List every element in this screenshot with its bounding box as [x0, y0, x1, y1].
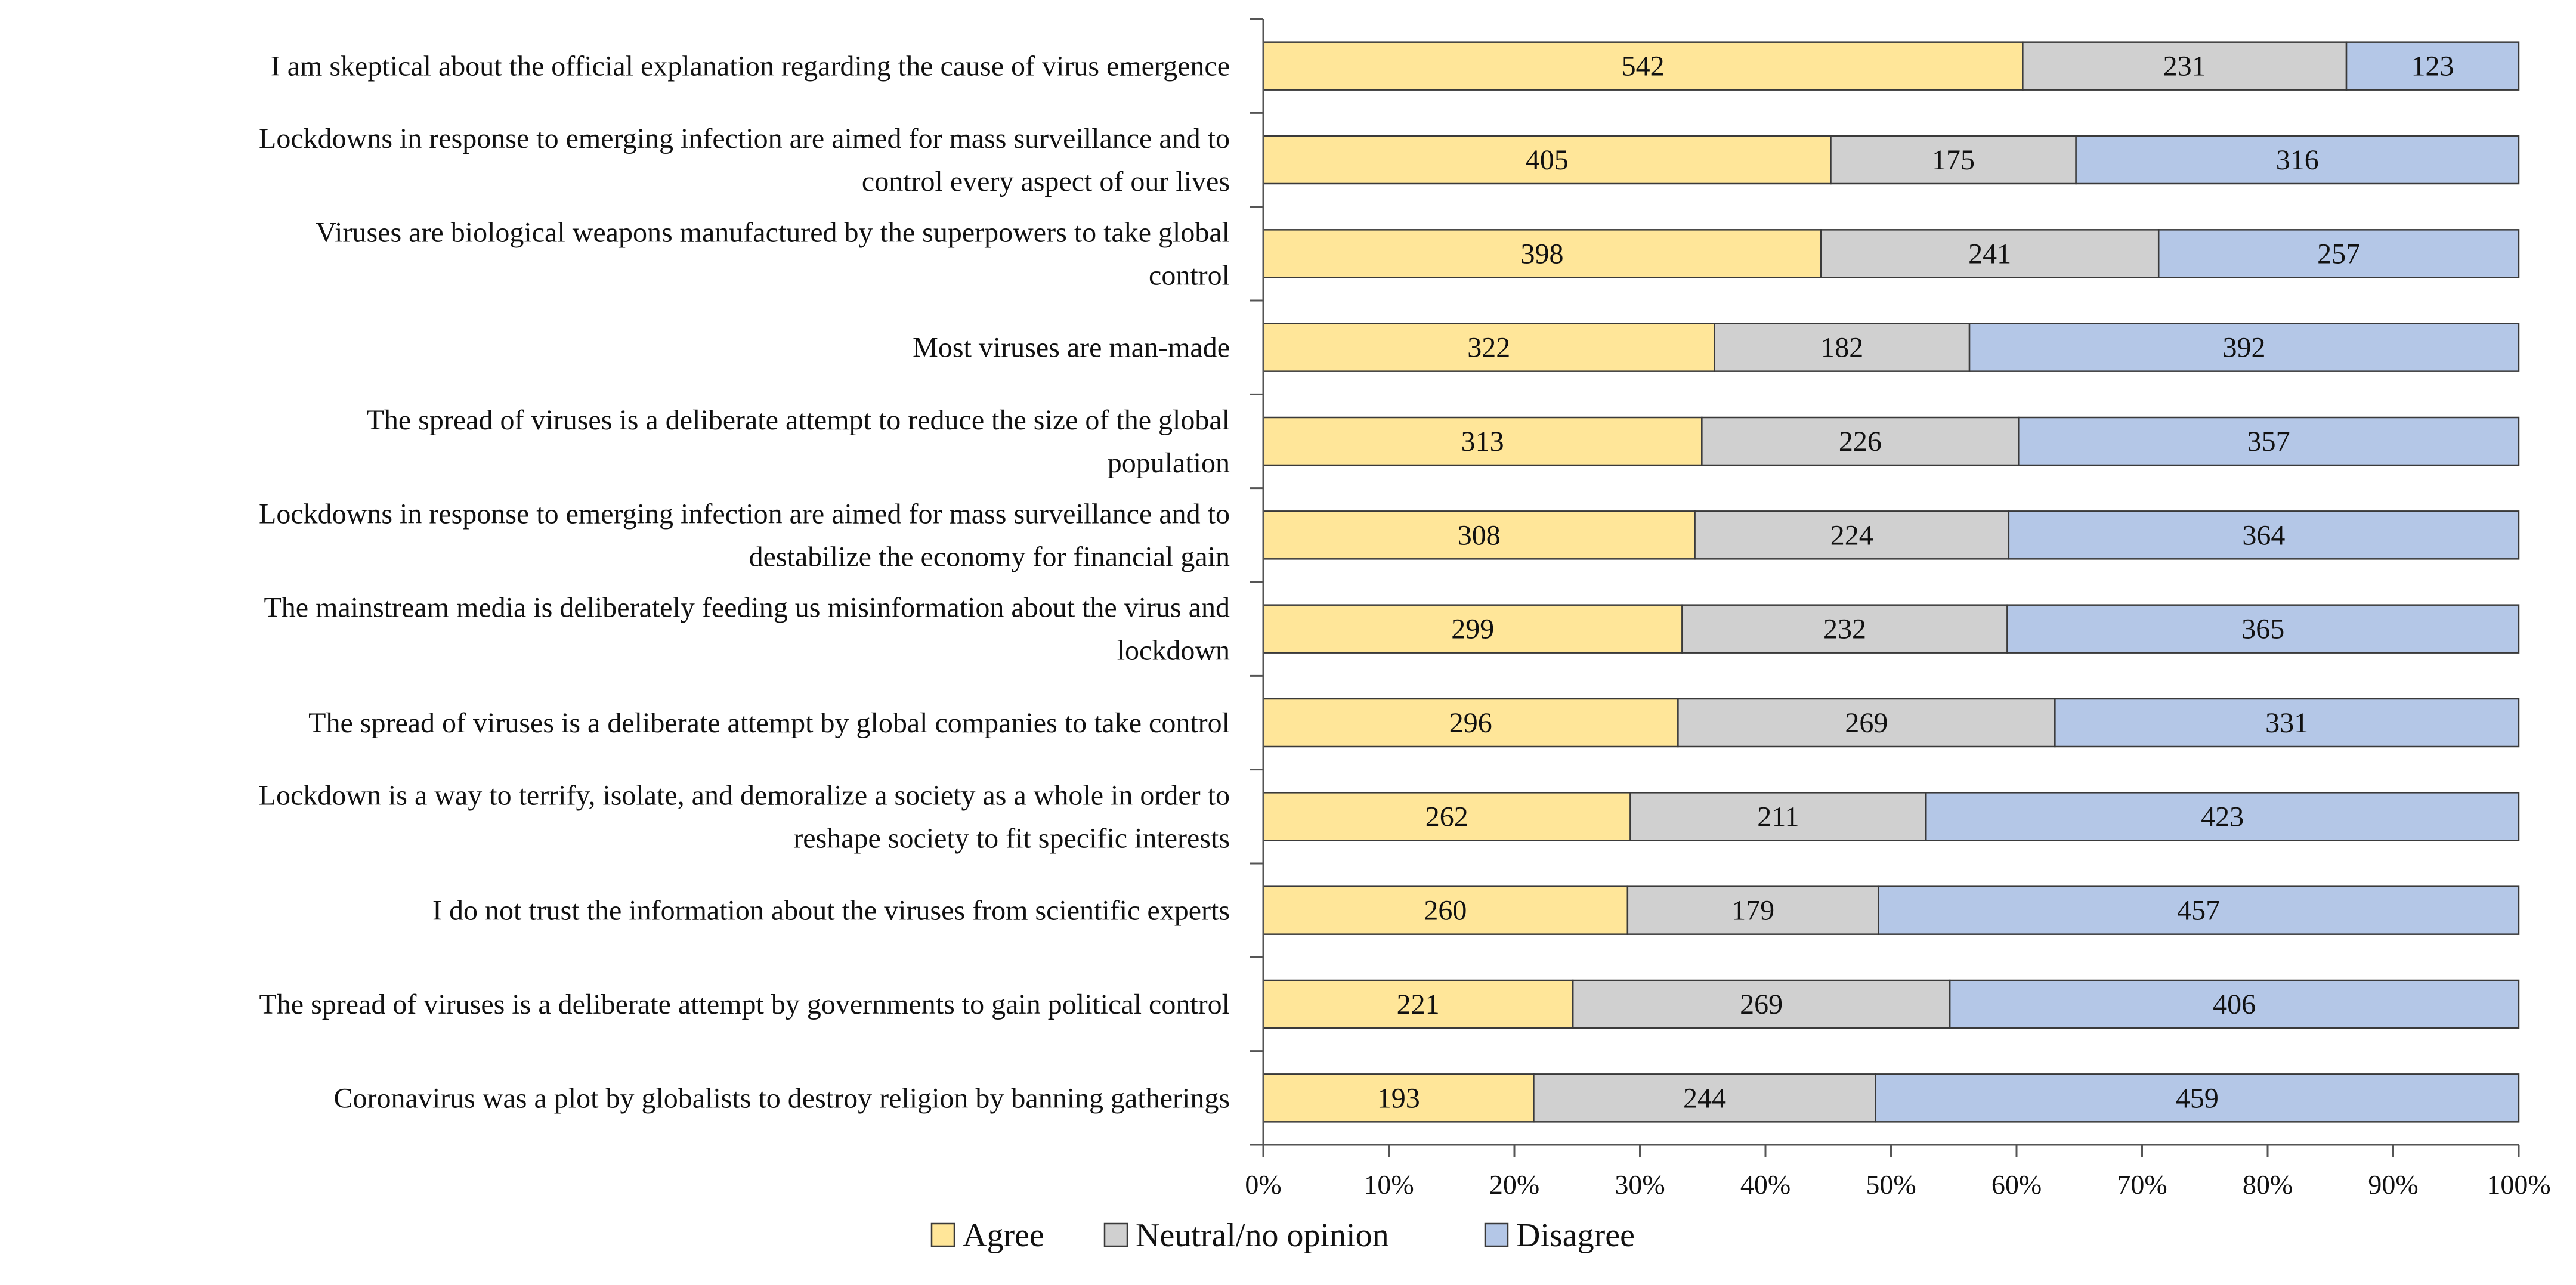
category-label-7-line-2: lockdown [1117, 635, 1230, 667]
x-tick-label-3: 30% [1615, 1169, 1665, 1200]
data-label-disagree-1: 123 [2411, 51, 2454, 82]
data-label-neutral-no-opinion-12: 244 [1683, 1082, 1726, 1114]
x-tick-label-7: 70% [2117, 1169, 2167, 1200]
x-tick-label-1: 10% [1363, 1169, 1414, 1200]
data-label-disagree-9: 423 [2201, 801, 2244, 832]
data-label-disagree-4: 392 [2223, 332, 2266, 364]
category-label-2-line-1: Lockdowns in response to emerging infect… [259, 123, 1230, 154]
category-label-3-line-1: Viruses are biological weapons manufactu… [316, 216, 1230, 248]
data-label-disagree-12: 459 [2176, 1082, 2219, 1114]
x-tick-label-10: 100% [2487, 1169, 2550, 1200]
category-label-12: Coronavirus was a plot by globalists to … [334, 1082, 1230, 1114]
legend-label-disagree: Disagree [1516, 1217, 1635, 1254]
category-label-6-line-2: destabilize the economy for financial ga… [749, 541, 1230, 572]
category-label-1: I am skeptical about the official explan… [271, 51, 1230, 82]
data-label-agree-12: 193 [1377, 1082, 1420, 1114]
data-label-disagree-2: 316 [2276, 144, 2319, 176]
data-label-neutral-no-opinion-10: 179 [1731, 895, 1774, 927]
x-tick-label-8: 80% [2243, 1169, 2293, 1200]
data-label-neutral-no-opinion-4: 182 [1820, 332, 1863, 364]
data-label-neutral-no-opinion-3: 241 [1968, 238, 2011, 270]
data-label-neutral-no-opinion-1: 231 [2163, 51, 2206, 82]
x-tick-label-6: 60% [1991, 1169, 2042, 1200]
data-label-agree-9: 262 [1425, 801, 1468, 832]
category-label-5-line-2: population [1108, 447, 1230, 479]
category-label-9-line-1: Lockdown is a way to terrify, isolate, a… [259, 779, 1230, 811]
data-label-neutral-no-opinion-9: 211 [1757, 801, 1799, 832]
data-label-disagree-3: 257 [2317, 238, 2360, 270]
data-label-neutral-no-opinion-8: 269 [1845, 707, 1888, 739]
x-tick-label-0: 0% [1245, 1169, 1281, 1200]
legend-label-agree: Agree [963, 1217, 1044, 1254]
category-label-6-line-1: Lockdowns in response to emerging infect… [259, 498, 1230, 530]
data-label-agree-7: 299 [1451, 614, 1494, 645]
data-label-agree-3: 398 [1521, 238, 1564, 270]
data-label-neutral-no-opinion-7: 232 [1823, 614, 1866, 645]
category-label-4: Most viruses are man-made [913, 332, 1230, 364]
data-label-disagree-11: 406 [2213, 989, 2256, 1020]
x-tick-label-9: 90% [2368, 1169, 2418, 1200]
legend-swatch-disagree [1485, 1224, 1508, 1246]
category-label-10: I do not trust the information about the… [432, 895, 1230, 927]
data-label-neutral-no-opinion-11: 269 [1740, 989, 1783, 1020]
data-label-agree-10: 260 [1424, 895, 1467, 927]
data-label-disagree-6: 364 [2242, 519, 2285, 551]
data-label-agree-4: 322 [1467, 332, 1510, 364]
category-label-9-line-2: reshape society to fit specific interest… [793, 822, 1230, 854]
x-tick-label-4: 40% [1740, 1169, 1790, 1200]
category-label-11: The spread of viruses is a deliberate at… [259, 989, 1230, 1020]
category-label-7-line-1: The mainstream media is deliberately fee… [264, 592, 1230, 624]
x-tick-label-2: 20% [1489, 1169, 1539, 1200]
legend-label-neutral-no-opinion: Neutral/no opinion [1136, 1217, 1389, 1254]
data-label-neutral-no-opinion-6: 224 [1830, 519, 1873, 551]
data-label-disagree-10: 457 [2177, 895, 2220, 927]
legend-swatch-agree [932, 1224, 954, 1246]
data-label-disagree-8: 331 [2265, 707, 2308, 739]
data-label-disagree-7: 365 [2241, 614, 2284, 645]
data-label-neutral-no-opinion-2: 175 [1932, 144, 1975, 176]
category-label-8: The spread of viruses is a deliberate at… [308, 707, 1230, 739]
data-label-agree-8: 296 [1449, 707, 1492, 739]
category-label-2-line-2: control every aspect of our lives [862, 166, 1230, 197]
data-label-disagree-5: 357 [2247, 426, 2290, 457]
data-label-agree-11: 221 [1397, 989, 1440, 1020]
legend-swatch-neutral-no-opinion [1105, 1224, 1127, 1246]
data-label-neutral-no-opinion-5: 226 [1839, 426, 1882, 457]
data-label-agree-5: 313 [1461, 426, 1504, 457]
category-label-3-line-2: control [1149, 259, 1230, 291]
x-tick-label-5: 50% [1866, 1169, 1916, 1200]
stacked-bar-chart: 542 231 123 I am skeptical about the offici… [0, 0, 2576, 1285]
data-label-agree-1: 542 [1622, 51, 1665, 82]
data-label-agree-6: 308 [1458, 519, 1501, 551]
category-label-5-line-1: The spread of viruses is a deliberate at… [367, 404, 1230, 436]
data-label-agree-2: 405 [1526, 144, 1569, 176]
